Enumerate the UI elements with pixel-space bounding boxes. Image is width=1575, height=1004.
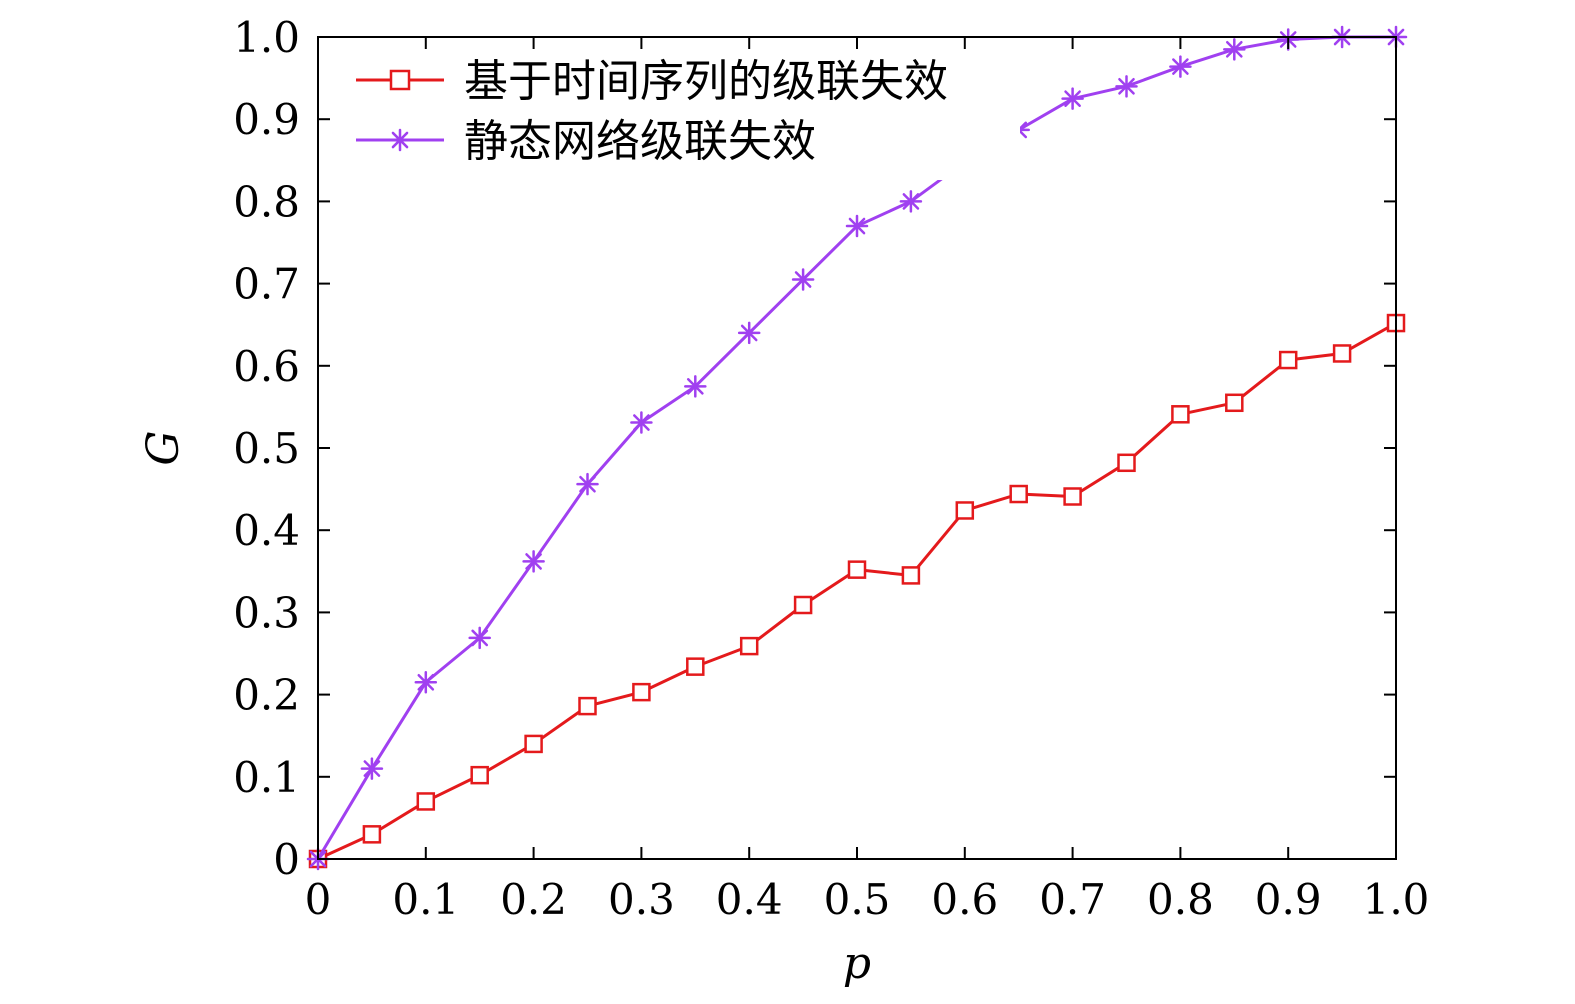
x-tick-label: 0.5 bbox=[824, 875, 891, 924]
x-tick-label: 0 bbox=[305, 875, 332, 924]
data-point-star bbox=[1061, 87, 1084, 110]
legend-item-series-2: 静态网络级联失效 bbox=[356, 116, 816, 167]
data-point-square bbox=[578, 696, 597, 716]
data-point-square bbox=[1009, 484, 1028, 504]
y-tick-label: 0.1 bbox=[233, 753, 300, 802]
x-tick-label: 0.8 bbox=[1147, 875, 1214, 924]
x-tick-label: 0.9 bbox=[1255, 875, 1322, 924]
data-point-square bbox=[632, 682, 651, 702]
data-point-star bbox=[576, 472, 599, 496]
y-tick-label: 0.7 bbox=[233, 260, 300, 309]
data-point-star bbox=[1223, 38, 1246, 61]
x-tick-label: 0.1 bbox=[392, 875, 459, 924]
legend-item-series-1: 基于时间序列的级联失效 bbox=[356, 56, 948, 107]
data-point-star bbox=[791, 268, 815, 291]
data-point-star bbox=[899, 190, 923, 213]
data-point-star bbox=[684, 375, 707, 398]
y-tick-label: 1.0 bbox=[233, 13, 300, 62]
data-point-square bbox=[901, 566, 921, 585]
y-tick-label: 0 bbox=[273, 835, 300, 884]
x-axis-title: p bbox=[843, 938, 871, 989]
legend-marker-star bbox=[388, 128, 412, 152]
data-point-star bbox=[737, 321, 761, 345]
legend-marker-square bbox=[389, 69, 411, 91]
data-point-square bbox=[686, 657, 705, 676]
legend-label-series-2: 静态网络级联失效 bbox=[464, 116, 816, 167]
y-tick-label: 0.4 bbox=[233, 506, 300, 555]
x-tick-label: 0.7 bbox=[1039, 875, 1106, 924]
data-point-square bbox=[955, 501, 975, 520]
ticks-layer: 0 0.1 0.2 0.3 0.4 0.5 0.6 0.7 0.8 0.9 1.0 0 0.1 0.2 0.… bbox=[233, 13, 1429, 924]
data-point-square bbox=[524, 734, 543, 754]
x-tick-label: 0.4 bbox=[716, 875, 783, 924]
data-point-square bbox=[1117, 453, 1136, 473]
x-tick-label: 0.2 bbox=[500, 875, 567, 924]
data-point-square bbox=[362, 825, 382, 844]
y-axis-title: G bbox=[138, 430, 189, 465]
data-point-square bbox=[470, 765, 489, 785]
y-tick-label: 0.6 bbox=[233, 342, 300, 391]
data-point-square bbox=[1278, 350, 1298, 370]
y-tick-label: 0.2 bbox=[233, 671, 300, 720]
y-tick-label: 0.3 bbox=[233, 588, 300, 637]
data-point-star bbox=[360, 757, 384, 780]
data-point-star bbox=[522, 550, 545, 573]
x-tick-label: 1.0 bbox=[1363, 875, 1430, 924]
y-tick-label: 0.9 bbox=[233, 95, 300, 144]
data-point-square bbox=[1225, 393, 1244, 413]
data-point-star bbox=[1169, 55, 1192, 78]
data-point-star bbox=[845, 214, 869, 238]
x-tick-label: 0.3 bbox=[608, 875, 675, 924]
data-point-square bbox=[1063, 487, 1082, 506]
y-tick-label: 0.5 bbox=[233, 424, 300, 473]
data-point-star bbox=[1115, 75, 1138, 98]
data-point-square bbox=[739, 636, 759, 656]
data-point-square bbox=[1332, 344, 1352, 363]
data-point-star bbox=[468, 626, 491, 650]
data-point-square bbox=[416, 792, 436, 811]
data-point-square bbox=[1171, 405, 1190, 424]
legend-star-marker bbox=[388, 128, 412, 152]
data-point-square bbox=[847, 560, 867, 579]
legend-label-series-1: 基于时间序列的级联失效 bbox=[464, 56, 948, 107]
data-point-square bbox=[793, 595, 813, 615]
data-point-star bbox=[414, 671, 438, 694]
y-tick-label: 0.8 bbox=[233, 177, 300, 226]
legend: 基于时间序列的级联失效 静态网络级联失效 bbox=[340, 50, 1020, 180]
data-point-star bbox=[630, 411, 653, 434]
x-tick-label: 0.6 bbox=[931, 875, 998, 924]
